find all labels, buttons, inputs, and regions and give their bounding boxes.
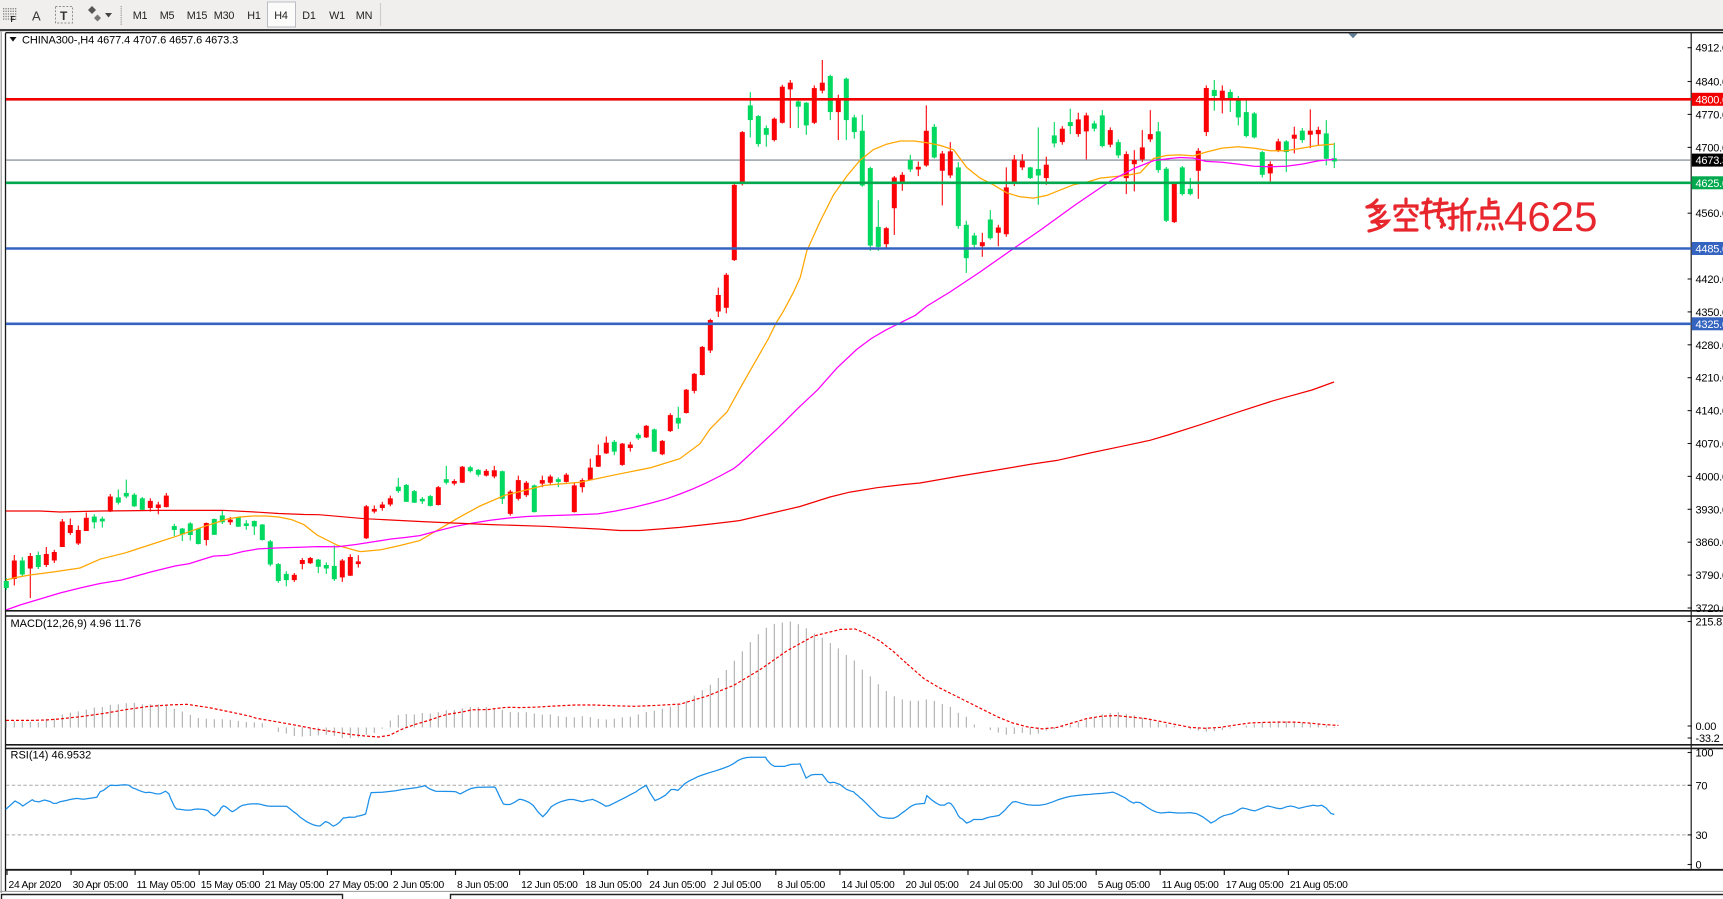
svg-text:30: 30 <box>1696 830 1708 842</box>
svg-text:24 Apr 2020: 24 Apr 2020 <box>9 880 62 891</box>
svg-text:24 Jul 05:00: 24 Jul 05:00 <box>970 880 1024 891</box>
svg-text:T: T <box>60 9 68 23</box>
svg-text:4280.0: 4280.0 <box>1696 340 1723 352</box>
svg-text:70: 70 <box>1696 780 1708 792</box>
svg-text:3860.0: 3860.0 <box>1696 537 1723 549</box>
svg-text:8 Jul 05:00: 8 Jul 05:00 <box>777 880 825 891</box>
svg-text:CHINA300-,H4 4677.4 4707.6 46: CHINA300-,H4 4677.4 4707.6 4657.6 4673.3 <box>22 35 238 47</box>
svg-text:4000.0: 4000.0 <box>1696 471 1723 483</box>
svg-text:-33.2: -33.2 <box>1696 733 1720 745</box>
svg-text:20 Jul 05:00: 20 Jul 05:00 <box>906 880 960 891</box>
svg-text:27 May 05:00: 27 May 05:00 <box>329 880 389 891</box>
svg-text:12 Jun 05:00: 12 Jun 05:00 <box>521 880 578 891</box>
svg-text:0: 0 <box>1696 860 1702 872</box>
svg-text:4350.0: 4350.0 <box>1696 307 1723 319</box>
svg-text:MN: MN <box>356 10 372 22</box>
svg-text:3790.0: 3790.0 <box>1696 570 1723 582</box>
svg-text:M1: M1 <box>133 10 148 22</box>
svg-text:H1: H1 <box>247 10 261 22</box>
svg-text:4625.0: 4625.0 <box>1696 178 1723 190</box>
svg-text:4800.0: 4800.0 <box>1696 94 1723 106</box>
svg-text:17 Aug 05:00: 17 Aug 05:00 <box>1226 880 1284 891</box>
svg-text:F: F <box>11 15 16 24</box>
svg-text:11 May 05:00: 11 May 05:00 <box>137 880 196 891</box>
svg-text:15 May 05:00: 15 May 05:00 <box>201 880 261 891</box>
svg-text:4700.0: 4700.0 <box>1696 142 1723 154</box>
svg-text:21 May 05:00: 21 May 05:00 <box>265 880 325 891</box>
svg-text:4140.0: 4140.0 <box>1696 406 1723 418</box>
svg-text:5 Aug 05:00: 5 Aug 05:00 <box>1098 880 1151 891</box>
svg-text:4673.3: 4673.3 <box>1696 155 1723 167</box>
svg-text:4485.0: 4485.0 <box>1696 244 1723 256</box>
svg-text:D1: D1 <box>302 10 316 22</box>
svg-text:215.81: 215.81 <box>1696 617 1723 629</box>
svg-text:18 Jun 05:00: 18 Jun 05:00 <box>585 880 642 891</box>
svg-text:30 Jul 05:00: 30 Jul 05:00 <box>1034 880 1088 891</box>
svg-text:4325.0: 4325.0 <box>1696 319 1723 331</box>
svg-text:0.00: 0.00 <box>1696 721 1717 733</box>
svg-text:4625: 4625 <box>1504 193 1597 240</box>
svg-text:21 Aug 05:00: 21 Aug 05:00 <box>1290 880 1348 891</box>
svg-text:11 Aug 05:00: 11 Aug 05:00 <box>1162 880 1219 891</box>
svg-text:4770.0: 4770.0 <box>1696 109 1723 121</box>
svg-text:M5: M5 <box>160 10 175 22</box>
svg-text:RSI(14) 46.9532: RSI(14) 46.9532 <box>11 750 92 762</box>
svg-text:8 Jun 05:00: 8 Jun 05:00 <box>457 880 509 891</box>
svg-text:4070.0: 4070.0 <box>1696 439 1723 451</box>
svg-text:4912.0: 4912.0 <box>1696 43 1723 55</box>
svg-text:30 Apr 05:00: 30 Apr 05:00 <box>73 880 129 891</box>
svg-text:100: 100 <box>1696 748 1714 760</box>
svg-text:4840.0: 4840.0 <box>1696 77 1723 89</box>
svg-text:2 Jul 05:00: 2 Jul 05:00 <box>713 880 761 891</box>
svg-text:14 Jul 05:00: 14 Jul 05:00 <box>841 880 895 891</box>
svg-text:W1: W1 <box>329 10 345 22</box>
svg-text:2 Jun 05:00: 2 Jun 05:00 <box>393 880 445 891</box>
svg-text:3930.0: 3930.0 <box>1696 504 1723 516</box>
svg-text:4210.0: 4210.0 <box>1696 373 1723 385</box>
svg-text:M15: M15 <box>187 10 208 22</box>
svg-text:M30: M30 <box>214 10 235 22</box>
svg-text:A: A <box>32 9 41 24</box>
svg-text:MACD(12,26,9) 4.96 11.76: MACD(12,26,9) 4.96 11.76 <box>11 618 142 630</box>
svg-text:3720.0: 3720.0 <box>1696 603 1723 615</box>
svg-text:24 Jun 05:00: 24 Jun 05:00 <box>649 880 706 891</box>
svg-text:4560.0: 4560.0 <box>1696 208 1723 220</box>
svg-text:H4: H4 <box>274 10 288 22</box>
svg-text:4420.0: 4420.0 <box>1696 274 1723 286</box>
